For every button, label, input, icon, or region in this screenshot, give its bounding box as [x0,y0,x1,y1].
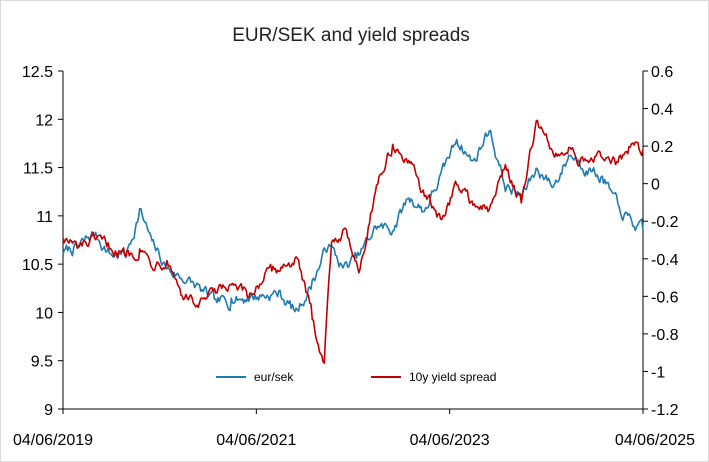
series-line-eur-sek [62,129,644,313]
x-tick-label: 04/06/2019 [13,432,93,449]
right-tick-label: -1.2 [651,402,679,419]
left-tick-label: 12.5 [22,64,53,81]
x-tick-label: 04/06/2025 [615,432,695,449]
left-tick-label: 11.5 [23,161,53,178]
right-tick-label: 0.2 [651,139,673,156]
x-tick-label: 04/06/2023 [410,432,490,449]
axes: 9 9.5 10 10.5 11 11.5 12 12.5 -1.2 -1 -0.8 -0.6 -0.4… [13,64,695,449]
legend-label: eur/sek [254,370,294,384]
right-tick-label: 0.4 [651,102,673,119]
right-tick-label: -0.6 [651,289,679,306]
left-tick-label: 10.5 [22,257,53,274]
legend: eur/sek 10y yield spread [216,370,496,384]
left-tick-label: 11 [36,209,53,226]
chart-title: EUR/SEK and yield spreads [232,25,470,46]
right-tick-label: -1 [651,364,665,381]
left-tick-label: 9.5 [31,354,53,371]
series-line-10y-yield-spread [62,119,644,364]
right-tick-label: 0.6 [651,64,673,81]
left-tick-label: 9 [44,402,53,419]
right-tick-label: -0.4 [651,252,679,269]
x-tick-label: 04/06/2021 [216,432,296,449]
series-layer [62,119,644,364]
left-tick-label: 10 [35,305,53,322]
right-tick-label: -0.2 [651,214,679,231]
legend-label: 10y yield spread [409,370,496,384]
right-tick-label: 0 [651,177,660,194]
right-tick-label: -0.8 [651,327,679,344]
left-tick-label: 12 [35,112,53,129]
